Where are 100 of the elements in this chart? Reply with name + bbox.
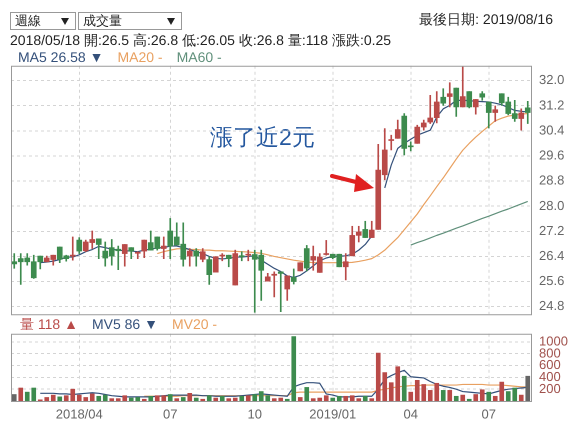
y-tick-label: 31.2: [539, 97, 564, 112]
bar: [343, 396, 348, 401]
bar: [388, 382, 394, 401]
bar: [116, 398, 121, 401]
text: MA20 -: [117, 49, 163, 65]
x-tick-label: 2018/04: [56, 406, 103, 422]
bar: [12, 394, 17, 401]
bar: [492, 396, 498, 401]
bar: [154, 395, 160, 401]
bar: [421, 384, 426, 401]
candlestick: [212, 256, 219, 272]
bar: [18, 388, 24, 401]
dropdown: 週線: [10, 12, 76, 30]
y-tick-label: 32.0: [539, 72, 564, 88]
bar: [298, 397, 303, 401]
x-tick-label: 2019/01: [309, 406, 356, 422]
bar: [128, 398, 134, 401]
bar: [336, 396, 342, 401]
bar: [324, 395, 329, 401]
bar: [395, 366, 400, 401]
bar: [499, 382, 504, 401]
bar: [376, 352, 381, 401]
bar: [291, 336, 296, 401]
bar: [213, 398, 218, 401]
text: MA5 26.58 ▼: [18, 49, 104, 65]
bar: [70, 388, 76, 401]
y-tick-label: 26.4: [539, 248, 564, 263]
bar: [330, 398, 336, 401]
bar: [50, 394, 56, 401]
bar: [232, 398, 238, 401]
x-tick-label: 07: [163, 406, 178, 422]
bar: [434, 382, 440, 401]
bar: [265, 395, 270, 401]
y-tick-label: 28.0: [539, 198, 564, 213]
text: 最後日期: 2019/08/16: [419, 11, 553, 29]
y-tick-label: 28.8: [539, 172, 564, 188]
bar: [440, 390, 446, 401]
bar: [473, 394, 478, 401]
bar: [24, 392, 30, 401]
bar: [525, 376, 530, 401]
bar: [506, 391, 511, 401]
text: MA60 -: [176, 49, 222, 65]
y-tick-label: 29.6: [539, 148, 564, 163]
text: MV20 -: [172, 316, 218, 334]
bar: [135, 397, 140, 401]
bar: [226, 398, 232, 401]
y-tick-label: 27.2: [539, 222, 564, 238]
bar: [512, 388, 518, 401]
x-tick-label: 04: [404, 406, 418, 422]
bar: [31, 388, 36, 401]
text: 2018/05/18 開:26.5 高:26.8 低:26.05 收:26.8 量:118 漲跌:0.25: [10, 32, 392, 50]
bar: [148, 396, 154, 401]
bar: [220, 396, 225, 401]
bar: [382, 372, 388, 401]
bar: [57, 396, 62, 401]
bar: [486, 392, 492, 401]
bar: [518, 394, 524, 401]
bar: [187, 392, 192, 401]
bar: [408, 392, 414, 401]
bar: [246, 395, 251, 401]
y-tick-label: 25.6: [539, 273, 564, 288]
bar: [356, 398, 362, 401]
bar: [428, 390, 433, 401]
bar: [414, 380, 420, 401]
bar: [480, 389, 485, 401]
bar: [258, 391, 264, 401]
text: 量 118 ▲: [20, 316, 78, 334]
bar: [310, 398, 316, 401]
bar: [369, 398, 374, 401]
bar: [102, 394, 108, 401]
bar: [96, 396, 102, 401]
y-tick-label: 24.8: [539, 298, 564, 314]
bar: [402, 376, 407, 401]
text: MV5 86 ▼: [92, 316, 158, 334]
x-tick-label: 07: [482, 406, 496, 422]
bar: [447, 390, 452, 401]
bar: [194, 398, 199, 401]
bar: [350, 395, 355, 401]
bar: [168, 394, 173, 401]
dropdown: 成交量: [78, 12, 182, 30]
bar: [174, 398, 180, 401]
bar: [44, 397, 50, 401]
bar: [83, 397, 88, 401]
bar: [109, 398, 114, 401]
bar: [252, 394, 258, 401]
bar: [362, 396, 368, 401]
bar: [272, 398, 277, 401]
bar: [161, 395, 166, 401]
bar: [90, 394, 95, 401]
bar: [278, 398, 284, 401]
bar: [304, 387, 310, 401]
bar: [317, 398, 322, 401]
bar: [180, 397, 186, 401]
bar: [206, 395, 212, 401]
x-tick-label: 10: [248, 406, 262, 422]
bar: [460, 394, 466, 401]
bar: [239, 396, 244, 401]
bar: [122, 395, 128, 401]
y-tick-label: 30.4: [539, 122, 564, 138]
bar: [454, 396, 459, 401]
